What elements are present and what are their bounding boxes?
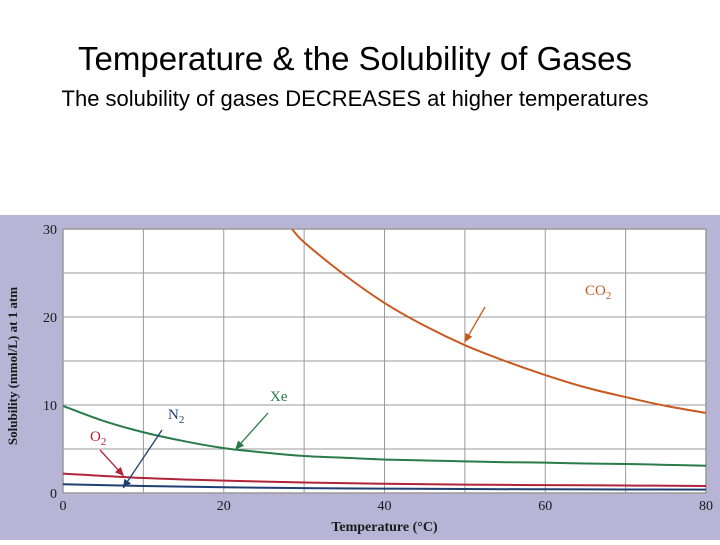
solubility-chart: 0 20 40 60 80 0 10 20 30 CO2 Xe O2 N2 Temperature (…	[0, 215, 720, 540]
series-line-o2	[62, 472, 707, 487]
pointer-arrow-xe	[235, 412, 269, 450]
y-tick-label: 30	[43, 223, 57, 238]
chart-panel: 0 20 40 60 80 0 10 20 30 CO2 Xe O2 N2 Temperature (…	[0, 215, 720, 540]
series-label-o2: O2	[90, 429, 106, 448]
slide-subtitle: The solubility of gases DECREASES at hig…	[61, 86, 649, 111]
series-label-xe: Xe	[270, 389, 288, 405]
series-line-xe	[62, 404, 707, 467]
pointer-arrow-co2	[464, 306, 486, 343]
pointer-arrow-o2	[99, 449, 124, 477]
series-lines	[62, 228, 707, 491]
y-tick-label: 20	[43, 311, 57, 326]
y-tick-label: 0	[50, 487, 57, 502]
y-axis-label: Solubility (mmol/L) at 1 atm	[5, 287, 20, 445]
x-tick-label: 60	[538, 499, 552, 514]
pointer-arrow-n2	[122, 429, 163, 489]
series-labels: CO2 Xe O2 N2	[90, 283, 611, 489]
series-line-co2	[291, 228, 707, 414]
x-tick-label: 80	[699, 499, 713, 514]
x-axis-label: Temperature (°C)	[331, 520, 438, 535]
slide-title: Temperature & the Solubility of Gases	[78, 40, 632, 77]
x-tick-label: 20	[217, 499, 231, 514]
y-tick-label: 10	[43, 399, 57, 414]
tick-labels: 0 20 40 60 80 0 10 20 30	[43, 223, 713, 514]
x-tick-label: 40	[378, 499, 392, 514]
x-tick-label: 0	[60, 499, 67, 514]
grid-lines	[62, 228, 707, 494]
series-line-n2	[62, 483, 707, 491]
series-label-co2: CO2	[585, 283, 611, 302]
series-label-n2: N2	[168, 407, 184, 426]
